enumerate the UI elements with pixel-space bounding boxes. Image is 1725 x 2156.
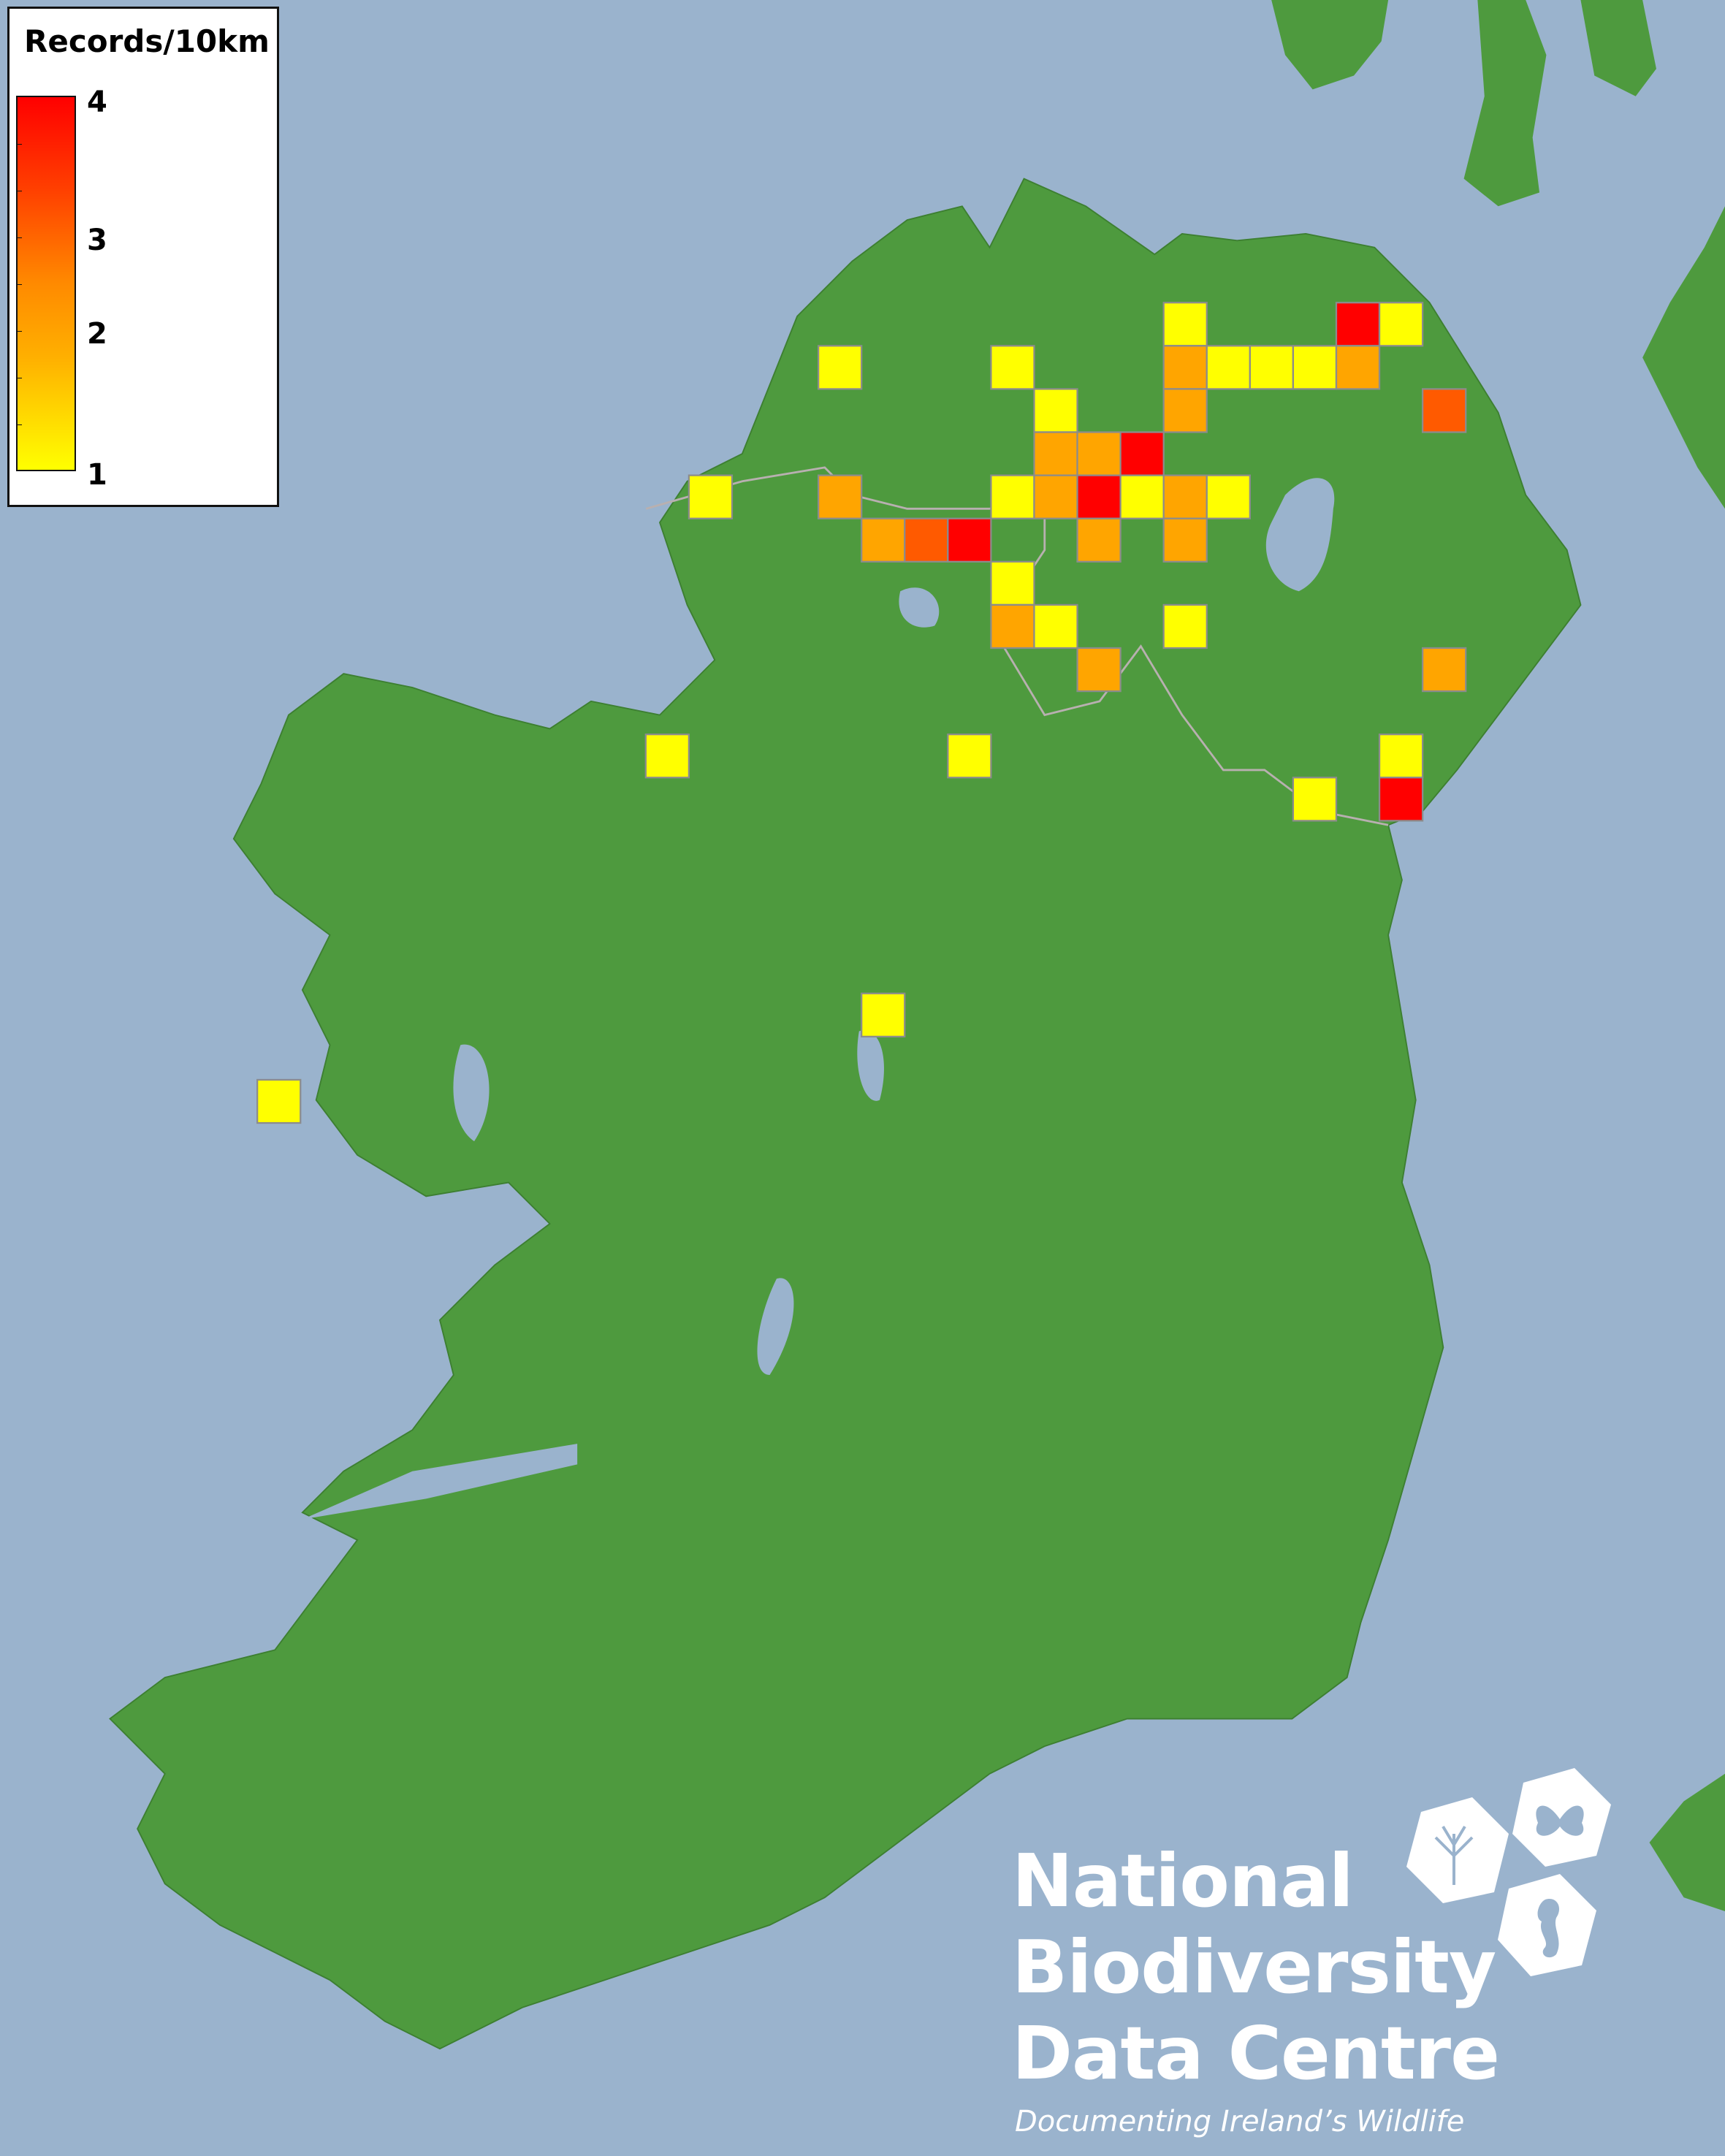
- record-cell-4[interactable]: [1335, 302, 1381, 347]
- record-cell-1[interactable]: [1033, 603, 1078, 650]
- record-cells: [256, 302, 1467, 1124]
- record-cell-1[interactable]: [990, 474, 1035, 519]
- logo-hexagons: [1406, 1768, 1611, 1976]
- record-cell-1[interactable]: [990, 560, 1035, 606]
- colorbar-tick: [18, 237, 22, 238]
- record-cell-1[interactable]: [644, 734, 690, 779]
- scotland-landmass: [1642, 206, 1725, 509]
- record-cell-2[interactable]: [817, 474, 863, 519]
- logo-line-data-centre: Data Centre: [1012, 2011, 1500, 2096]
- legend-label-2: 2: [87, 317, 107, 351]
- record-cell-2[interactable]: [1421, 647, 1467, 693]
- record-cell-1[interactable]: [1292, 345, 1338, 390]
- record-cell-2[interactable]: [1162, 345, 1208, 390]
- record-cell-1[interactable]: [990, 345, 1035, 390]
- record-cell-1[interactable]: [1206, 345, 1251, 390]
- record-cell-2[interactable]: [1076, 431, 1122, 476]
- scotland-landmass: [1271, 0, 1389, 90]
- record-cell-2[interactable]: [1162, 388, 1208, 433]
- record-cell-4[interactable]: [1119, 431, 1165, 476]
- record-cell-1[interactable]: [688, 474, 734, 519]
- scotland-landmass: [1580, 0, 1656, 96]
- logo-line-national: National: [1012, 1838, 1354, 1924]
- legend-colorbar: [16, 96, 76, 471]
- record-cell-2[interactable]: [1076, 647, 1122, 693]
- colorbar-tick: [18, 424, 22, 425]
- record-cell-2[interactable]: [990, 603, 1035, 650]
- butterfly-icon: [1536, 1805, 1584, 1836]
- legend: Records/10km 4 3 2 1: [7, 7, 279, 507]
- colorbar-tick: [18, 144, 22, 145]
- record-cell-1[interactable]: [1249, 345, 1295, 390]
- record-cell-2[interactable]: [1076, 517, 1122, 563]
- record-cell-1[interactable]: [1162, 302, 1208, 347]
- record-cell-2[interactable]: [1033, 474, 1078, 519]
- record-cell-4[interactable]: [1076, 474, 1122, 519]
- record-cell-4[interactable]: [1378, 777, 1424, 822]
- legend-label-3: 3: [87, 224, 107, 257]
- record-cell-2[interactable]: [861, 517, 906, 563]
- record-cell-1[interactable]: [1378, 734, 1424, 779]
- record-cell-1[interactable]: [256, 1078, 302, 1124]
- seahorse-icon: [1537, 1899, 1560, 1958]
- record-cell-2[interactable]: [1033, 431, 1078, 476]
- record-cell-2[interactable]: [1335, 345, 1381, 390]
- record-cell-4[interactable]: [947, 517, 992, 563]
- lough-corrib: [453, 1044, 490, 1142]
- colorbar-tick: [18, 331, 22, 332]
- lough-ree: [857, 1030, 884, 1101]
- legend-title: Records/10km: [24, 23, 270, 59]
- scotland-landmass: [1463, 0, 1547, 207]
- colorbar-tick: [18, 284, 22, 285]
- record-cell-1[interactable]: [1378, 302, 1424, 347]
- record-cell-1[interactable]: [817, 345, 863, 390]
- record-cell-1[interactable]: [861, 992, 906, 1037]
- record-cell-2[interactable]: [1162, 517, 1208, 563]
- legend-label-1: 1: [87, 458, 107, 492]
- logo-line-biodiversity: Biodiversity: [1012, 1924, 1496, 2010]
- wales-landmass: [1649, 1773, 1725, 1912]
- lough-erne: [899, 587, 940, 628]
- record-cell-1[interactable]: [1292, 777, 1338, 822]
- record-cell-1[interactable]: [1119, 474, 1165, 519]
- record-cell-1[interactable]: [947, 734, 992, 779]
- shannon-estuary: [302, 1444, 578, 1520]
- record-cell-1[interactable]: [1162, 603, 1208, 650]
- record-cell-3[interactable]: [904, 517, 949, 563]
- ireland-landmass: [109, 178, 1582, 2050]
- record-cell-3[interactable]: [1421, 388, 1467, 433]
- lough-derg: [757, 1278, 794, 1376]
- record-cell-1[interactable]: [1206, 474, 1251, 519]
- logo-tagline: Documenting Ireland’s Wildlife: [1015, 2105, 1465, 2138]
- nbdc-logo: National Biodiversity Data Centre Docume…: [1012, 1768, 1669, 2155]
- tree-icon: [1434, 1825, 1474, 1885]
- record-cell-2[interactable]: [1162, 474, 1208, 519]
- legend-label-4: 4: [87, 85, 107, 119]
- record-cell-1[interactable]: [1033, 388, 1078, 433]
- lough-neagh: [1265, 478, 1335, 592]
